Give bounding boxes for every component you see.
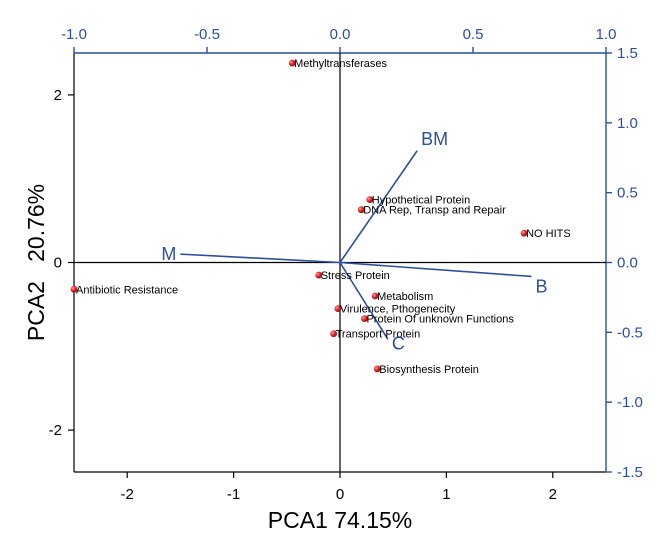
x-tick-label: -2 <box>121 486 134 503</box>
data-point <box>288 59 296 67</box>
data-point <box>357 206 365 214</box>
top-tick-label: 0.5 <box>463 26 484 43</box>
data-point <box>373 365 381 373</box>
right-tick-label: -1.5 <box>617 464 643 481</box>
right-tick-label: 0.0 <box>617 255 638 272</box>
data-point <box>520 229 528 237</box>
data-point-label: Protein Of unknown Functions <box>366 314 514 326</box>
right-tick-label: 1.5 <box>617 45 638 62</box>
x-tick-label: 0 <box>336 486 344 503</box>
data-point-label: Stress Protein <box>321 270 390 282</box>
data-point-label: Virulence, Pthogenecity <box>340 304 456 316</box>
data-point <box>70 285 78 293</box>
data-point <box>334 305 342 312</box>
data-point <box>366 196 374 204</box>
top-tick-label: 1.0 <box>596 26 617 43</box>
y-tick-label: -2 <box>49 422 62 439</box>
right-tick-label: -0.5 <box>617 324 643 341</box>
vector-line <box>180 253 341 264</box>
data-point <box>330 330 338 338</box>
data-point <box>361 315 368 323</box>
right-tick-label: -1.0 <box>617 394 643 411</box>
top-tick-label: 0.0 <box>330 26 351 43</box>
data-point-label: Antibiotic Resistance <box>76 284 178 296</box>
vector-label: M <box>161 244 176 264</box>
x-tick-label: 1 <box>442 486 450 503</box>
vector-line <box>339 262 389 340</box>
x-tick-label: 2 <box>549 486 557 503</box>
top-tick-label: -0.5 <box>194 26 220 43</box>
data-point-label: DNA Rep, Transp and Repair <box>363 205 506 217</box>
x-tick-label: -1 <box>227 486 240 503</box>
vector-label: BM <box>421 129 448 149</box>
data-point-label: Hypothetical Protein <box>372 195 470 207</box>
data-point <box>315 271 323 279</box>
vector-label: B <box>536 276 548 296</box>
y-axis-title: PCA2 20.76% <box>23 184 49 341</box>
y-tick-label: 2 <box>54 87 62 104</box>
data-point <box>371 292 379 300</box>
vector-label: C <box>392 333 405 353</box>
data-point-label: Metabolism <box>377 291 433 303</box>
x-axis-title: PCA1 74.15% <box>268 507 412 533</box>
data-point-label: Methyltransferases <box>294 58 387 70</box>
data-point-label: NO HITS <box>526 228 571 240</box>
right-tick-label: 1.0 <box>617 115 638 132</box>
data-point-label: Transport Protein <box>336 329 421 341</box>
vector-line <box>339 261 532 278</box>
right-tick-label: 0.5 <box>617 185 638 202</box>
top-tick-label: -1.0 <box>61 26 87 43</box>
data-point-label: Biosynthesis Protein <box>379 364 479 376</box>
y-tick-label: 0 <box>54 255 62 272</box>
vector-line <box>339 150 418 263</box>
